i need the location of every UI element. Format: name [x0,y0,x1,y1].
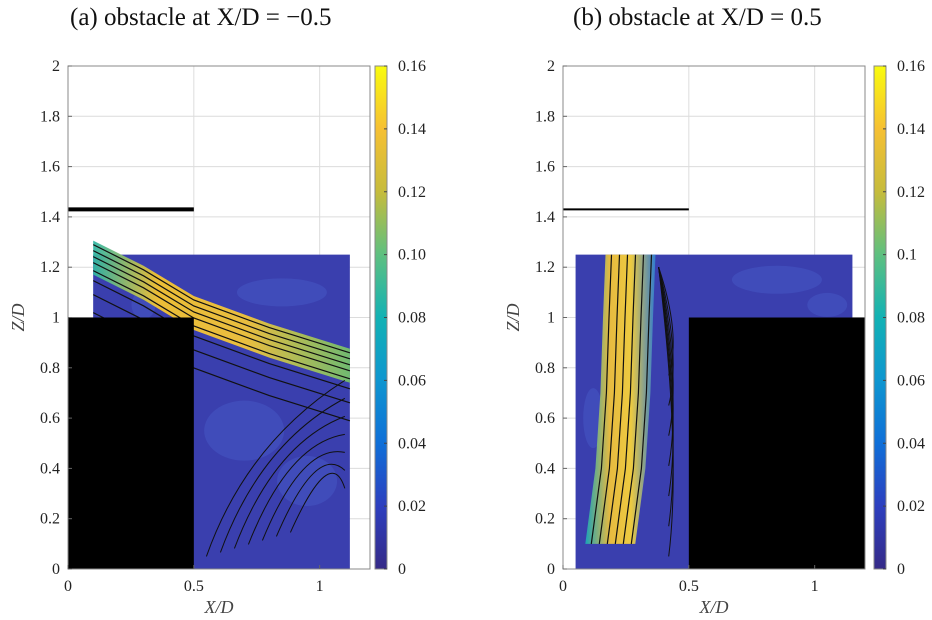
field-patch [204,400,285,461]
colorbar-tick-label: 0.14 [897,121,925,138]
colorbar-tick-label: 0.06 [897,372,925,389]
y-tick-label: 1.6 [535,159,555,176]
colorbar-tick-label: 0.04 [897,435,925,452]
obstacle [68,317,194,569]
colorbar-tick-label: 0.1 [897,247,917,264]
y-tick-label: 0.8 [40,360,60,377]
panel-b: 0 0.2 0.4 0.6 0.8 1 1.2 1.4 1.6 1.8 2 0 0.5 1 X/D Z/D 0 0… [503,58,925,617]
x-tick-label: 0 [64,578,72,595]
y-tick-label: 0.6 [40,410,60,427]
colorbar-tick-label: 0.08 [398,310,426,327]
streamline [630,254,653,544]
panel-a-title: (a) obstacle at X/D = −0.5 [70,4,332,31]
y-axis-label: Z/D [8,303,28,331]
x-tick-label: 1 [316,578,324,595]
colorbar-tick-label: 0.06 [398,372,426,389]
y-tick-label: 0.6 [535,410,555,427]
x-axis-label: X/D [699,597,729,617]
colorbar-tick-label: 0.04 [398,435,426,452]
streamline [92,256,351,366]
y-tick-label: 0.2 [40,511,60,528]
streamline [614,254,637,544]
streamline [92,244,351,354]
y-tick-label: 0 [547,561,555,578]
jet-band [93,240,350,383]
colorbar-tick-label: 0 [398,561,406,578]
colorbar-tick-label: 0 [897,561,905,578]
y-axis-label: Z/D [503,303,523,331]
y-tick-label: 1.4 [40,209,60,226]
colorbar-tick-label: 0.12 [897,184,925,201]
y-tick-label: 1.6 [40,159,60,176]
streamline [658,267,674,436]
colorbar-tick-label: 0.16 [398,58,426,75]
streamline [606,254,629,544]
field-patch [731,265,822,294]
y-tick-label: 0.2 [535,511,555,528]
y-tick-label: 0 [52,561,60,578]
streamline [658,267,674,406]
y-tick-label: 1.2 [40,259,60,276]
panel-a: 0 0.2 0.4 0.6 0.8 1 1.2 1.4 1.6 1.8 2 0 0.5 1 X/D Z/D 0 0… [8,58,426,617]
y-tick-label: 1 [547,310,555,327]
colorbar-tick-label: 0.16 [897,58,925,75]
streamline [275,463,346,537]
x-tick-label: 0 [559,578,567,595]
jet-band [585,254,656,544]
streamline [658,267,674,527]
streamline [92,250,351,360]
x-axis-label: X/D [204,597,234,617]
streamline [219,397,346,553]
field-patch [807,292,848,317]
y-tick-label: 0.8 [535,360,555,377]
colorbar-tick-label: 0.10 [398,247,426,264]
streamline [261,451,345,541]
obstacle [688,317,865,569]
y-tick-label: 0.4 [535,460,555,477]
y-tick-label: 0.4 [40,460,60,477]
colorbar-tick-label: 0.02 [398,498,426,515]
y-tick-label: 1 [52,310,60,327]
x-tick-label: 0.5 [184,578,204,595]
colorbar-tick-label: 0.14 [398,121,426,138]
x-tick-label: 1 [811,578,819,595]
x-tick-label: 0.5 [679,578,699,595]
streamline [205,379,346,557]
colorbar-tick-label: 0.12 [398,184,426,201]
y-tick-label: 2 [547,58,555,75]
y-tick-label: 1.8 [40,108,60,125]
streamline [622,254,645,544]
field-patch [236,278,327,307]
streamline [658,267,674,376]
streamline [590,254,613,544]
streamline [289,472,346,533]
streamline [598,254,621,544]
y-tick-label: 1.4 [535,209,555,226]
y-tick-label: 2 [52,58,60,75]
panel-b-title: (b) obstacle at X/D = 0.5 [573,4,822,31]
colorbar-tick-label: 0.08 [897,310,925,327]
colorbar-tick-label: 0.02 [897,498,925,515]
streamline [247,433,345,545]
y-tick-label: 1.2 [535,259,555,276]
streamline [233,415,346,549]
y-tick-label: 1.8 [535,108,555,125]
